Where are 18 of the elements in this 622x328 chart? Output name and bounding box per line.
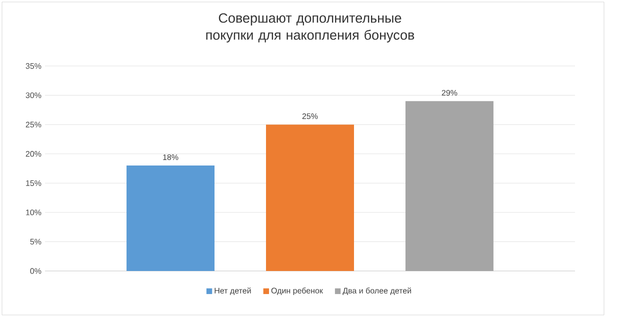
data-label: 18% bbox=[163, 154, 178, 160]
y-tick-label: 15% bbox=[26, 180, 42, 186]
legend-label: Нет детей bbox=[214, 287, 251, 296]
y-tick-label: 25% bbox=[26, 122, 42, 128]
data-label: 29% bbox=[442, 90, 458, 96]
y-tick-label: 0% bbox=[30, 268, 42, 274]
y-tick-label: 20% bbox=[26, 151, 42, 157]
chart-title: Совершают дополнительные покупки для накопления бонусов bbox=[206, 13, 414, 42]
y-tick-label: 35% bbox=[26, 63, 42, 69]
bar bbox=[126, 166, 215, 271]
legend-label: Два и более детей bbox=[342, 287, 411, 296]
bar bbox=[405, 101, 494, 271]
y-tick-label: 5% bbox=[30, 238, 42, 245]
data-label: 25% bbox=[302, 113, 318, 120]
y-tick-label: 10% bbox=[26, 210, 42, 216]
bar bbox=[266, 124, 354, 271]
legend-label: Один ребенок bbox=[271, 288, 323, 296]
y-tick-label: 30% bbox=[26, 92, 42, 98]
